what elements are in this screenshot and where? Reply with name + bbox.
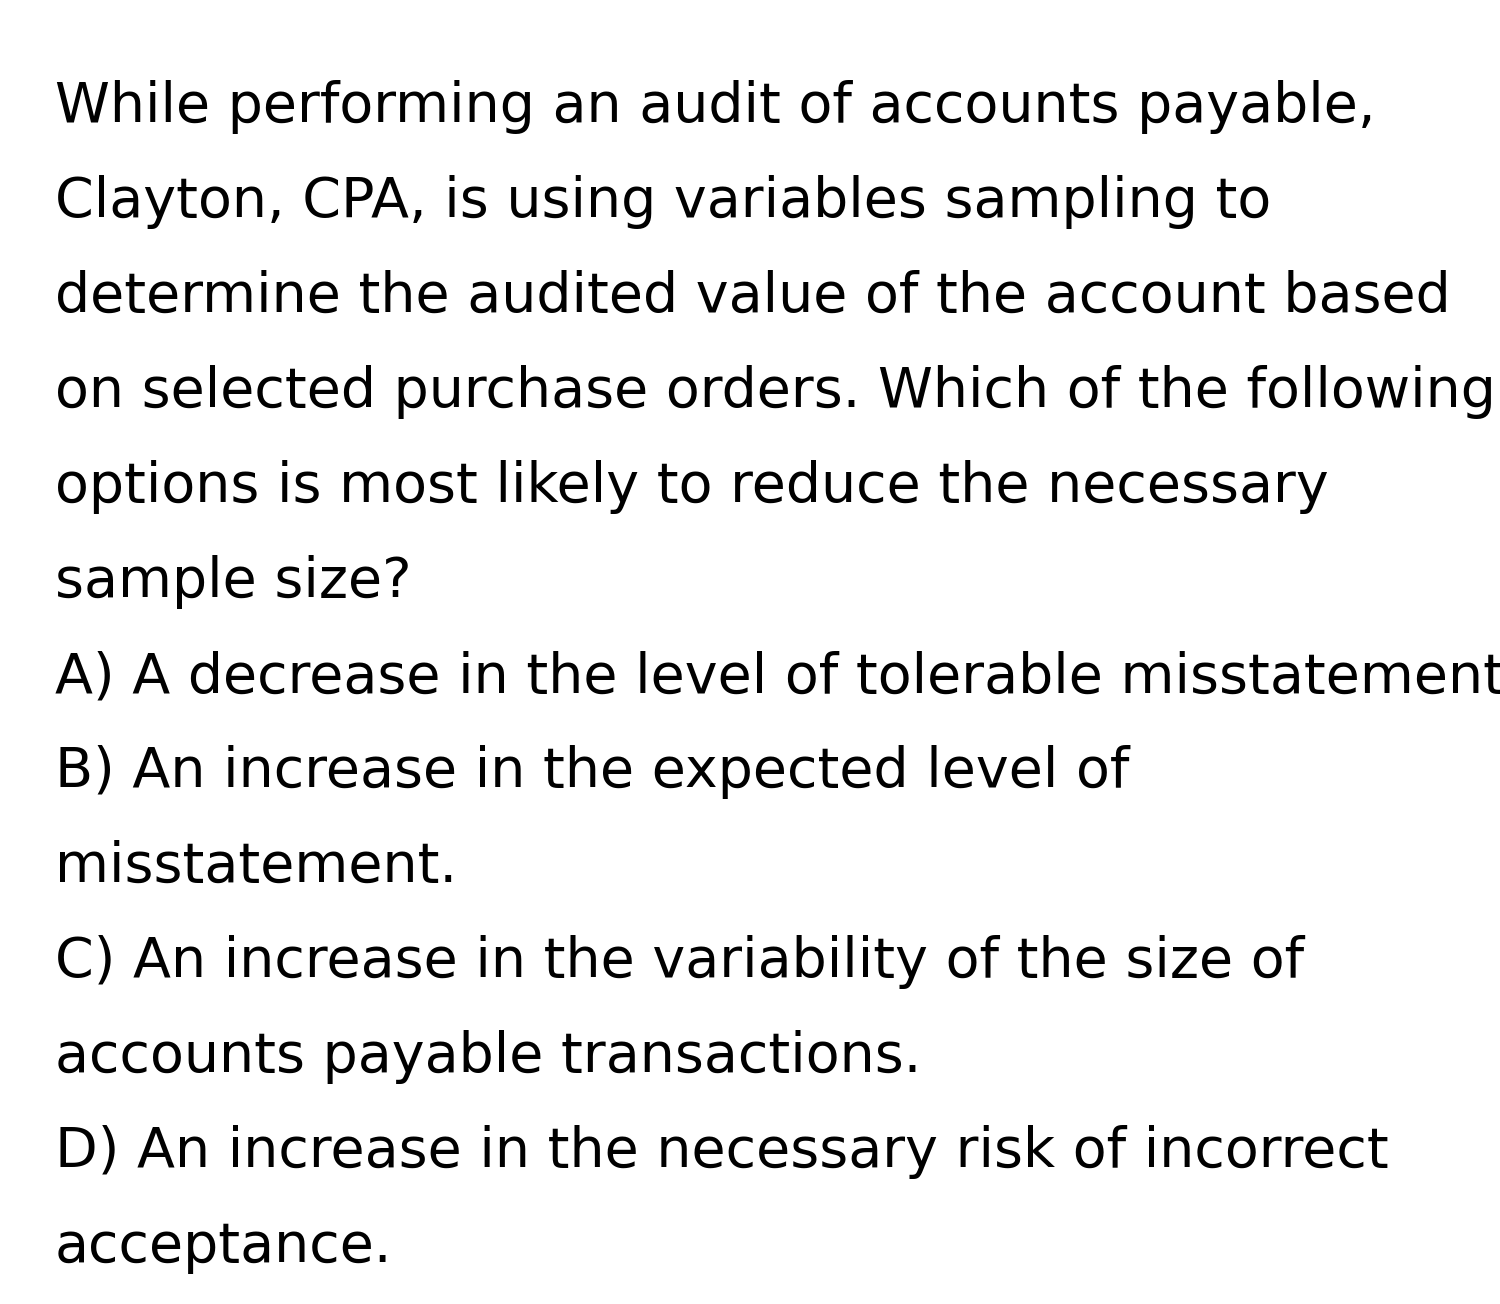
Text: sample size?: sample size? [56, 556, 411, 609]
Text: C) An increase in the variability of the size of: C) An increase in the variability of the… [56, 935, 1304, 988]
Text: B) An increase in the expected level of: B) An increase in the expected level of [56, 745, 1130, 799]
Text: misstatement.: misstatement. [56, 840, 458, 895]
Text: Clayton, CPA, is using variables sampling to: Clayton, CPA, is using variables samplin… [56, 175, 1270, 230]
Text: options is most likely to reduce the necessary: options is most likely to reduce the nec… [56, 460, 1329, 514]
Text: While performing an audit of accounts payable,: While performing an audit of accounts pa… [56, 80, 1376, 134]
Text: determine the audited value of the account based: determine the audited value of the accou… [56, 270, 1450, 323]
Text: A) A decrease in the level of tolerable misstatement.: A) A decrease in the level of tolerable … [56, 649, 1500, 704]
Text: D) An increase in the necessary risk of incorrect: D) An increase in the necessary risk of … [56, 1125, 1389, 1179]
Text: on selected purchase orders. Which of the following: on selected purchase orders. Which of th… [56, 365, 1496, 419]
Text: acceptance.: acceptance. [56, 1221, 393, 1274]
Text: accounts payable transactions.: accounts payable transactions. [56, 1030, 921, 1084]
